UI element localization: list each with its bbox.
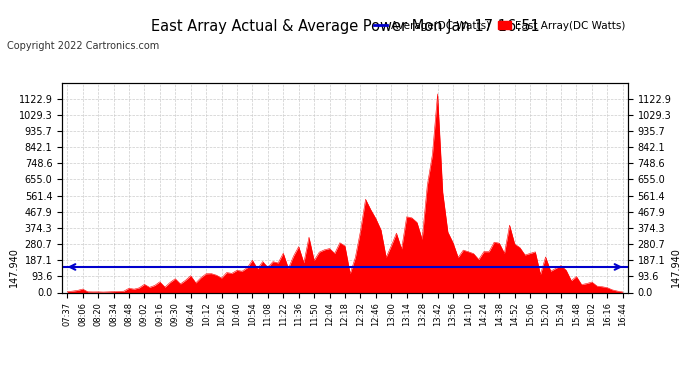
Legend: Average(DC Watts), East Array(DC Watts): Average(DC Watts), East Array(DC Watts) bbox=[370, 16, 629, 35]
Text: East Array Actual & Average Power Mon Jan 17 16:51: East Array Actual & Average Power Mon Ja… bbox=[150, 19, 540, 34]
Text: 147.940: 147.940 bbox=[9, 247, 19, 287]
Text: 147.940: 147.940 bbox=[671, 247, 681, 287]
Text: Copyright 2022 Cartronics.com: Copyright 2022 Cartronics.com bbox=[7, 41, 159, 51]
